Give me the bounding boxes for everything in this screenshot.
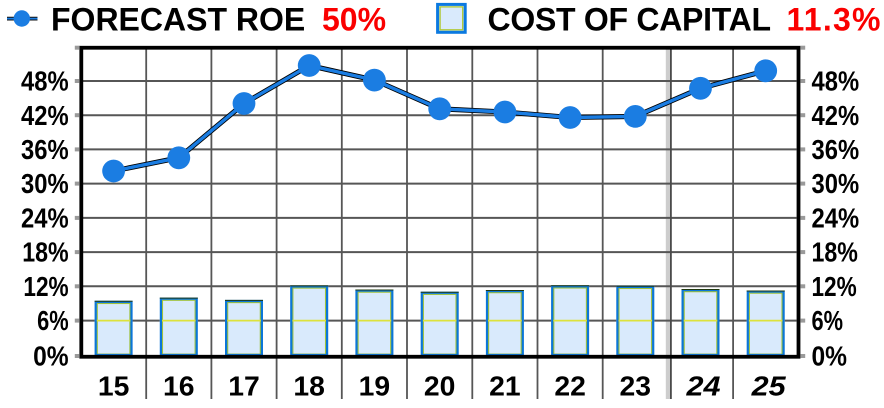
svg-text:12%: 12% [23,271,68,302]
svg-text:COST OF CAPITAL: COST OF CAPITAL [488,1,772,37]
svg-text:FORECAST ROE: FORECAST ROE [51,1,305,37]
svg-text:48%: 48% [812,66,860,97]
svg-text:6%: 6% [812,305,844,336]
svg-text:21: 21 [489,371,521,402]
svg-text:42%: 42% [21,100,69,131]
svg-text:18: 18 [293,371,325,402]
svg-text:6%: 6% [37,305,69,336]
svg-text:12%: 12% [812,271,857,302]
svg-text:30%: 30% [21,168,69,199]
svg-text:20: 20 [424,371,456,402]
svg-text:0%: 0% [33,341,69,372]
svg-text:18%: 18% [812,237,858,268]
svg-text:19: 19 [359,371,391,402]
svg-text:17: 17 [228,371,260,402]
svg-text:18%: 18% [22,237,68,268]
svg-text:15: 15 [98,371,130,402]
svg-text:22: 22 [554,371,586,402]
svg-text:25: 25 [751,371,787,402]
svg-text:36%: 36% [812,134,860,165]
svg-text:23: 23 [620,371,652,402]
svg-text:24%: 24% [21,203,69,234]
svg-text:36%: 36% [21,134,69,165]
svg-text:16: 16 [163,371,195,402]
svg-text:50%: 50% [322,1,386,37]
svg-text:48%: 48% [21,66,69,97]
svg-text:24: 24 [685,371,720,402]
svg-text:0%: 0% [812,341,848,372]
svg-text:30%: 30% [812,168,860,199]
svg-text:42%: 42% [812,100,860,131]
svg-text:24%: 24% [812,203,860,234]
svg-text:11.3%: 11.3% [787,1,881,37]
